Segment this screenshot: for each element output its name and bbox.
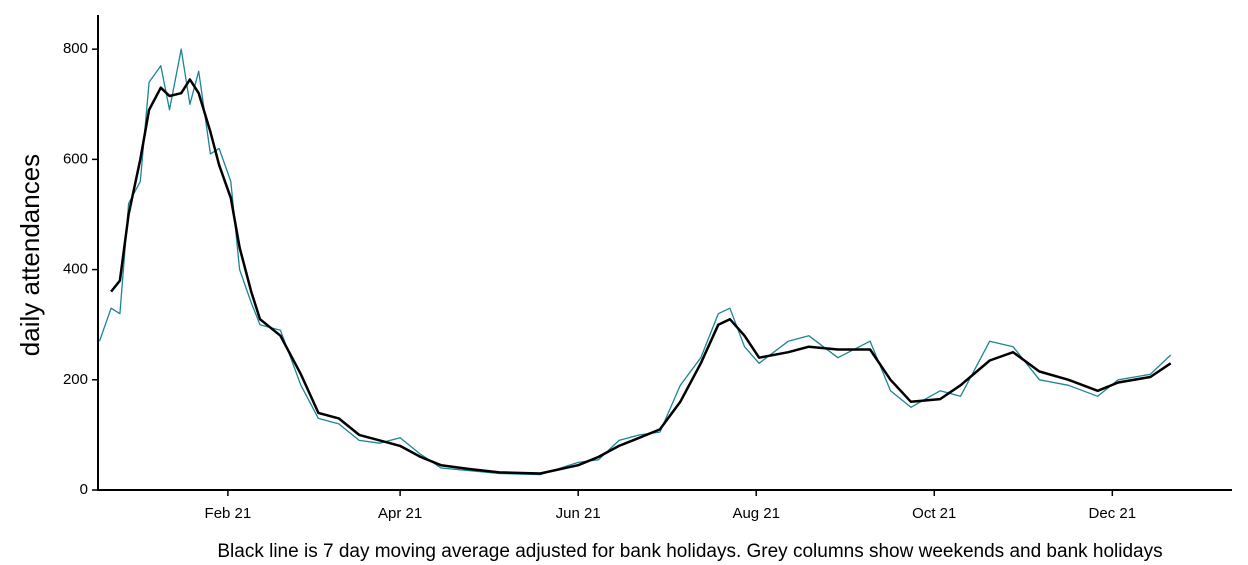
y-tick-label: 600 xyxy=(63,150,88,167)
y-tick-label: 400 xyxy=(63,261,88,278)
x-tick-label: Aug 21 xyxy=(732,505,780,522)
caption: Black line is 7 day moving average adjus… xyxy=(217,541,1162,562)
x-tick-label: Feb 21 xyxy=(205,505,252,522)
series-line xyxy=(110,78,1172,475)
y-axis-label: daily attendances xyxy=(15,154,45,356)
x-tick-label: Oct 21 xyxy=(912,505,956,522)
x-tick-label: Apr 21 xyxy=(378,505,422,522)
y-tick-label: 0 xyxy=(80,481,88,498)
y-tick-label: 200 xyxy=(63,371,88,388)
x-tick-label: Jun 21 xyxy=(556,505,601,522)
x-tick-label: Dec 21 xyxy=(1089,505,1137,522)
series-line xyxy=(98,48,1172,476)
y-tick-label: 800 xyxy=(63,40,88,57)
